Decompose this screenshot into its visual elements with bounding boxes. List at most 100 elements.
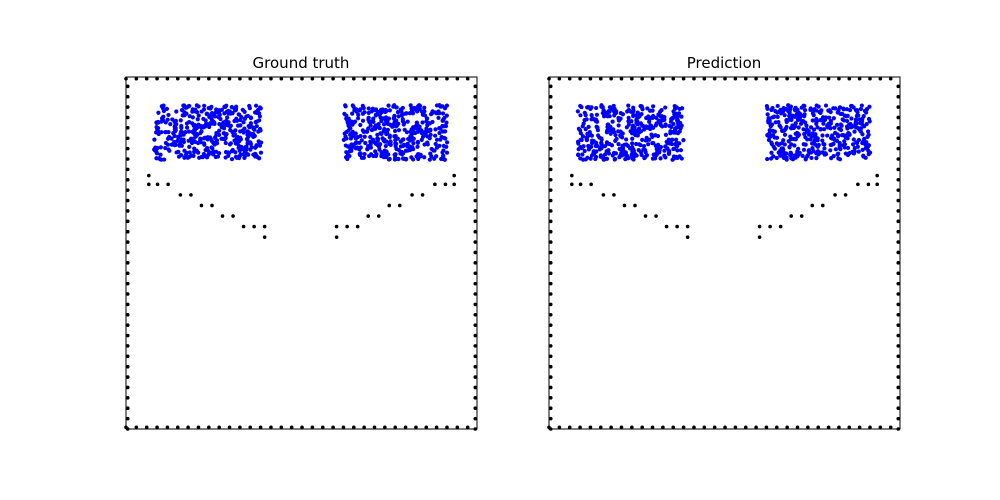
particle-point	[800, 118, 806, 124]
particle-point	[434, 154, 439, 159]
boundary-point	[258, 76, 263, 81]
particle-point	[610, 119, 615, 124]
boundary-point	[125, 198, 130, 203]
boundary-point	[269, 425, 273, 430]
particle-point	[398, 151, 403, 156]
particle-point	[182, 155, 187, 160]
boundary-point	[310, 76, 315, 81]
particle-point	[653, 123, 658, 128]
particle-point	[674, 130, 679, 135]
wall-point	[452, 173, 456, 178]
particle-point	[765, 156, 770, 162]
wall-point	[622, 203, 627, 208]
particle-point	[440, 156, 445, 162]
particle-point	[416, 156, 421, 162]
particle-point	[221, 126, 227, 131]
particle-point	[172, 124, 177, 129]
particle-point	[229, 105, 234, 110]
particle-point	[401, 156, 406, 161]
particle-point	[178, 118, 183, 123]
particle-point	[765, 112, 770, 117]
particle-point	[222, 131, 227, 136]
particle-point	[616, 117, 621, 122]
particle-point	[607, 109, 612, 114]
particle-point	[363, 140, 368, 146]
particle-point	[822, 117, 828, 122]
particle-point	[766, 120, 771, 125]
boundary-point	[847, 76, 852, 81]
particle-point	[245, 129, 250, 134]
particle-point	[381, 122, 387, 127]
particle-point	[176, 154, 182, 159]
particle-point	[624, 125, 629, 130]
boundary-point	[341, 76, 346, 81]
boundary-point	[175, 76, 180, 81]
particle-point	[601, 114, 607, 119]
particle-point	[578, 144, 583, 150]
particle-point	[408, 129, 413, 134]
particle-point	[838, 146, 843, 152]
boundary-point	[207, 76, 211, 81]
boundary-point	[473, 312, 478, 317]
boundary-point	[125, 261, 130, 265]
particle-point	[801, 142, 806, 147]
particle-point	[619, 150, 624, 155]
particle-point	[368, 134, 373, 140]
particle-point	[424, 116, 430, 121]
particle-point	[834, 138, 840, 143]
particle-point	[802, 108, 808, 113]
particle-point	[253, 103, 259, 108]
particle-point	[358, 133, 363, 139]
boundary-point	[548, 136, 553, 141]
particle-point	[815, 125, 820, 130]
particle-point	[392, 128, 398, 134]
particle-point	[437, 111, 442, 116]
particle-point	[594, 105, 599, 111]
boundary-point	[896, 105, 901, 109]
wall-point	[366, 214, 370, 218]
boundary-point	[578, 425, 582, 430]
particle-point	[811, 127, 817, 132]
particle-point	[598, 153, 603, 158]
boundary-point	[723, 76, 727, 81]
particle-point	[158, 152, 163, 157]
boundary-point	[125, 146, 130, 151]
boundary-point	[548, 167, 553, 172]
particle-point	[605, 122, 610, 127]
particle-point	[833, 106, 838, 111]
particle-point	[576, 126, 582, 131]
boundary-point	[352, 425, 356, 430]
particle-point	[379, 118, 384, 124]
particle-point	[770, 105, 775, 111]
particle-point	[784, 155, 789, 160]
particle-point	[175, 138, 180, 144]
particle-point	[202, 103, 207, 108]
boundary-point	[896, 157, 901, 161]
boundary-point	[465, 76, 470, 81]
particle-point	[156, 131, 161, 137]
particle-point	[634, 153, 639, 158]
particle-point	[642, 155, 647, 161]
particle-point	[362, 151, 367, 157]
particle-point	[641, 143, 647, 149]
boundary-point	[125, 292, 130, 296]
boundary-point	[414, 425, 418, 430]
particle-point	[365, 147, 370, 152]
particle-point	[766, 133, 771, 138]
particle-point	[651, 104, 656, 109]
particle-point	[650, 134, 655, 139]
wall-point	[452, 182, 456, 187]
boundary-point	[134, 76, 139, 81]
particle-point	[634, 141, 639, 147]
particle-point	[382, 148, 387, 153]
particle-point	[588, 156, 593, 161]
particle-point	[673, 142, 678, 147]
particle-point	[219, 136, 224, 141]
particle-point	[774, 155, 779, 161]
boundary-point	[473, 240, 478, 244]
particle-point	[631, 148, 636, 154]
particle-point	[578, 113, 583, 118]
panel-ground-truth: Ground truth	[124, 54, 478, 431]
boundary-point	[588, 425, 593, 430]
particle-point	[382, 139, 388, 144]
